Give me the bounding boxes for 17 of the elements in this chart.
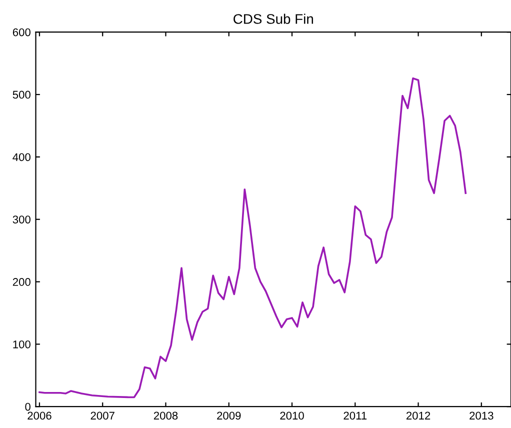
x-tick-label: 2009 <box>217 412 241 420</box>
y-tick-label: 200 <box>12 278 30 286</box>
x-tick-label: 2012 <box>406 412 430 420</box>
chart-title: CDS Sub Fin <box>234 14 314 24</box>
line-series <box>38 77 467 398</box>
y-tick-label: 600 <box>12 28 30 36</box>
y-tick-label: 0 <box>25 402 30 411</box>
x-tick-label: 2007 <box>90 412 114 420</box>
x-tick-label: 2006 <box>28 412 52 420</box>
y-tick-label: 500 <box>12 90 30 99</box>
y-tick-label: 100 <box>13 340 30 348</box>
x-tick-label: 2011 <box>344 412 367 420</box>
y-tick-label: 400 <box>12 153 30 162</box>
x-tick-label: 2010 <box>280 412 304 420</box>
x-tick-label: 2013 <box>470 412 494 420</box>
y-tick-label: 300 <box>12 216 30 224</box>
x-tick-label: 2008 <box>154 412 178 420</box>
